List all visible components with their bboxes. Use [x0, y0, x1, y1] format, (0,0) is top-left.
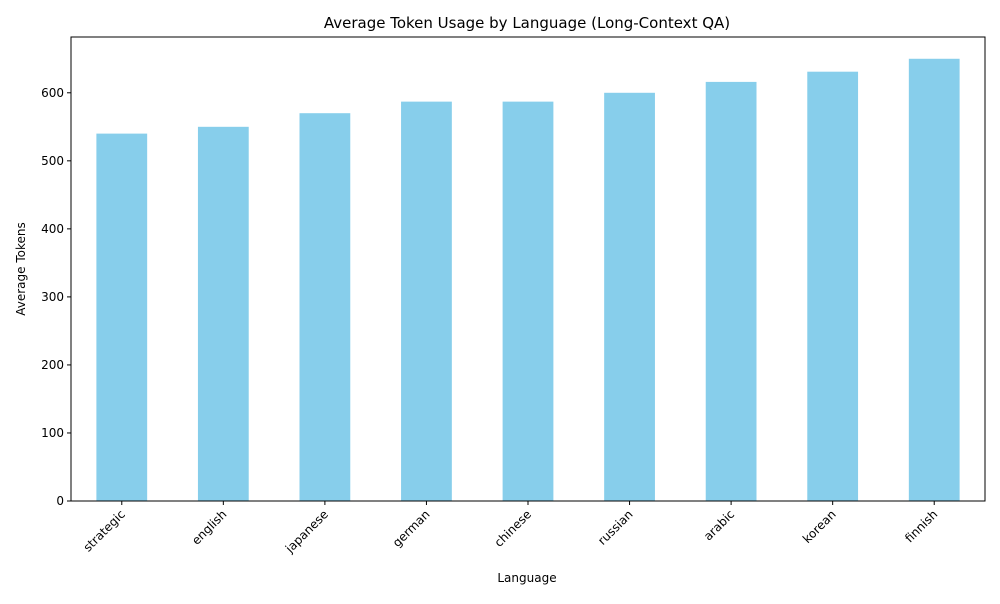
bar-japanese	[299, 113, 351, 502]
x-axis-label: Language	[497, 571, 556, 585]
x-tick-label: strategic	[81, 507, 128, 554]
x-tick-label: russian	[595, 507, 636, 548]
x-tick-label: arabic	[701, 507, 737, 543]
bar-strategic	[96, 133, 148, 501]
bar-chinese	[502, 101, 554, 502]
x-tick-label: korean	[800, 507, 839, 546]
plot-frame	[70, 36, 986, 502]
y-axis-label: Average Tokens	[14, 222, 28, 316]
y-tick-label: 0	[56, 494, 64, 508]
bars-group	[96, 58, 960, 502]
bar-german	[401, 101, 452, 502]
y-tick-label: 500	[41, 154, 64, 168]
bar-korean	[807, 71, 859, 502]
x-tick-label: chinese	[492, 507, 535, 550]
x-tick-label: german	[390, 507, 433, 550]
x-tick-label: english	[189, 507, 229, 547]
y-tick-label: 200	[41, 358, 64, 372]
bar-arabic	[705, 81, 757, 501]
y-tick-label: 300	[41, 290, 64, 304]
y-tick-label: 100	[41, 426, 64, 440]
x-axis-ticks: strategic english japanese german chinese rus…	[81, 501, 940, 556]
y-tick-label: 600	[41, 86, 64, 100]
y-axis-ticks: 0 100 200 300 400 500 600	[41, 86, 71, 508]
x-tick-label: japanese	[282, 507, 331, 556]
bar-russian	[604, 92, 655, 502]
bar-english	[197, 126, 249, 501]
x-tick-label: finnish	[902, 507, 940, 545]
y-tick-label: 400	[41, 222, 64, 236]
bar-finnish	[908, 58, 960, 501]
chart-title: Average Token Usage by Language (Long-Co…	[324, 14, 730, 32]
